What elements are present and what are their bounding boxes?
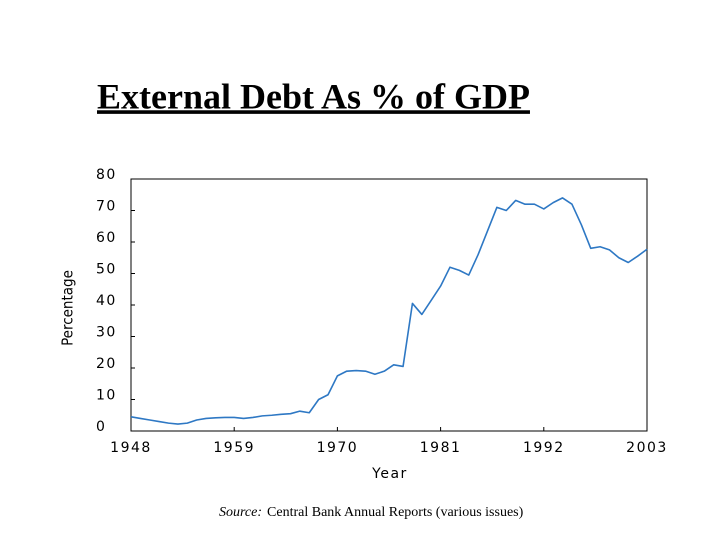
x-tick-label: 1959 [213, 440, 255, 456]
y-tick-label: 60 [96, 230, 117, 246]
y-tick-label: 80 [96, 167, 117, 183]
x-tick-label: 1948 [110, 440, 152, 456]
x-axis-label: Year [371, 466, 408, 482]
y-tick-label: 50 [96, 262, 117, 278]
source-text: Central Bank Annual Reports (various iss… [267, 505, 524, 520]
y-tick-label: 70 [96, 199, 117, 215]
y-tick-label: 40 [96, 293, 117, 309]
y-tick-label: 10 [96, 388, 117, 404]
data-line [130, 197, 648, 425]
x-tick-label: 2003 [626, 440, 668, 456]
source: Source: Central Bank Annual Reports (vari… [219, 505, 524, 520]
plot-frame [130, 178, 648, 432]
chart-title: External Debt As % of GDP [97, 76, 530, 116]
source-label: Source: [219, 505, 262, 520]
y-axis-label: Percentage [59, 270, 77, 346]
y-tick-label: 30 [96, 325, 117, 341]
y-tick-label: 20 [96, 356, 117, 372]
x-tick-label: 1992 [523, 440, 565, 456]
x-tick-label: 1981 [420, 440, 462, 456]
x-tick-label: 1970 [317, 440, 359, 456]
y-tick-label: 0 [96, 419, 106, 435]
